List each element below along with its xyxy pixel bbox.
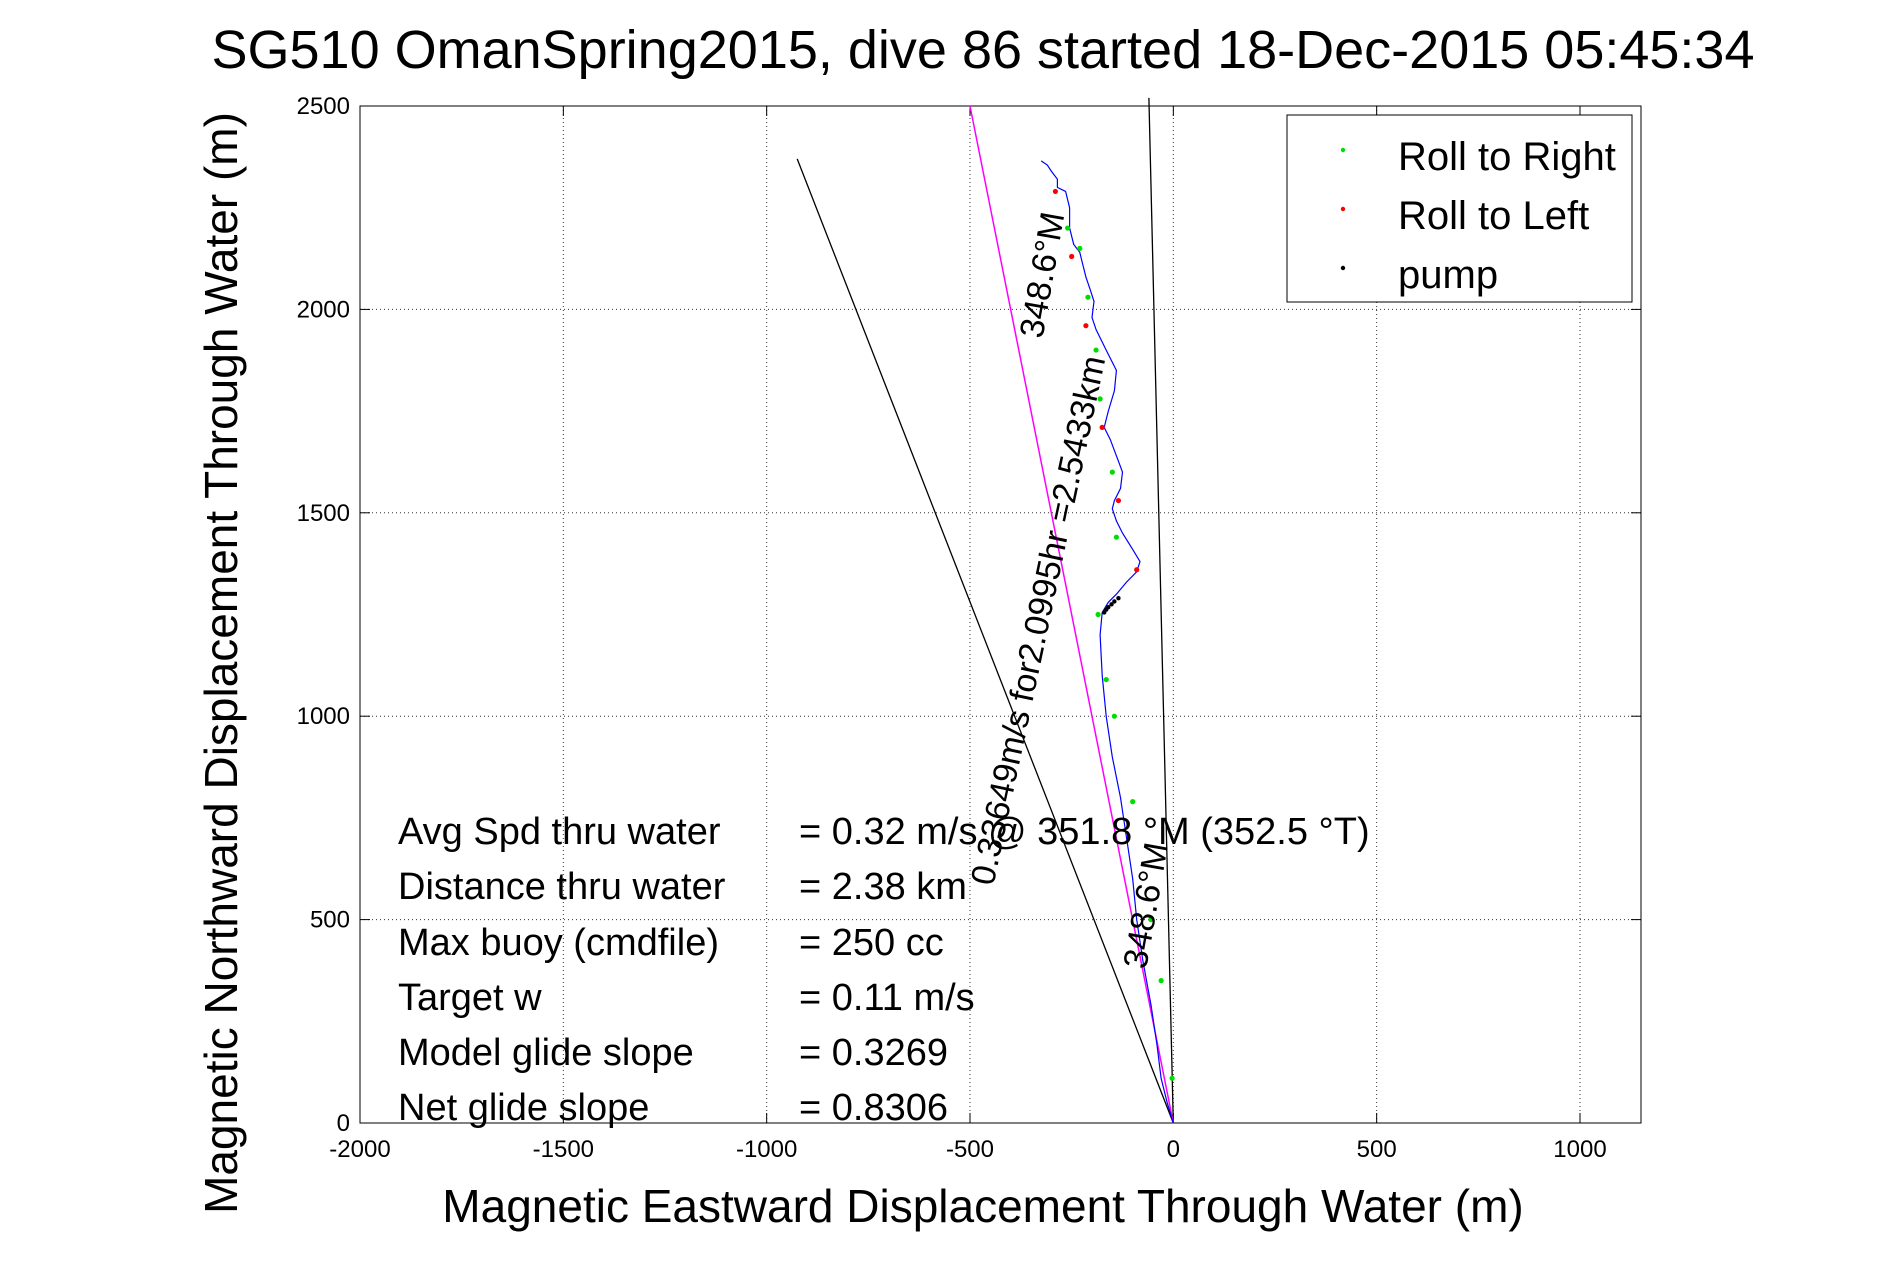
roll-right-point [1113, 534, 1119, 540]
x-tick-label: -500 [946, 1136, 994, 1163]
x-tick-label: 0 [1167, 1136, 1180, 1163]
x-tick-label: -1500 [533, 1136, 594, 1163]
y-tick-label: 500 [310, 907, 350, 934]
roll-left-point [1052, 188, 1058, 195]
x-axis-label: Magnetic Eastward Displacement Through W… [442, 1180, 1523, 1232]
x-tick-label: -1000 [736, 1136, 797, 1163]
x-axis-ticks: -2000 -1500 -1000 -500 0 500 1000 [329, 106, 1607, 1163]
roll-right-point [1095, 611, 1101, 618]
y-tick-label: 1500 [297, 500, 350, 527]
slope-annotation: 348.6°M [1013, 209, 1072, 341]
reference-line [1148, 97, 1174, 1124]
stats-label: Target w [398, 977, 542, 1019]
dive-track-line [1040, 160, 1174, 1124]
roll-right-point [1077, 245, 1083, 251]
reference-line [796, 158, 1174, 1124]
y-tick-label: 1000 [297, 703, 350, 730]
slope-annotation: 0.33649m/s for2.0995hr =2.5433km [964, 352, 1113, 888]
chart-title: SG510 OmanSpring2015, dive 86 started 18… [211, 20, 1754, 80]
roll-right-point [1085, 294, 1091, 300]
stats-value: = 0.32 m/s @ 351.8 °M (352.5 °T) [799, 811, 1370, 853]
roll-right-point [1109, 469, 1115, 475]
roll-left-point [1099, 424, 1105, 430]
legend-marker-pump [1340, 265, 1346, 271]
stats-value: = 250 cc [799, 922, 944, 964]
legend-label-roll-right: Roll to Right [1398, 135, 1616, 179]
pump-point [1116, 596, 1121, 601]
roll-right-point [1158, 978, 1164, 984]
stats-text-block: Avg Spd thru water = 0.32 m/s @ 351.8 °M … [398, 811, 1370, 1129]
y-axis-ticks: 0 500 1000 1500 2000 2500 [297, 93, 1641, 1137]
roll-right-point [1065, 225, 1071, 231]
roll-left-point [1083, 323, 1089, 329]
y-tick-label: 2500 [297, 93, 350, 120]
x-tick-label: 500 [1357, 1136, 1397, 1163]
y-tick-label: 0 [337, 1110, 350, 1137]
y-tick-label: 2000 [297, 296, 350, 323]
heading-line [969, 105, 1175, 1124]
roll-left-point [1069, 253, 1075, 260]
stats-value: = 0.11 m/s [799, 977, 975, 1019]
stats-value: = 2.38 km [799, 866, 967, 908]
stats-label: Distance thru water [398, 866, 726, 908]
roll-left-point [1134, 567, 1140, 573]
legend: Roll to Right Roll to Left pump [1286, 114, 1633, 303]
pump-point [1109, 602, 1114, 607]
stats-label: Net glide slope [398, 1087, 649, 1129]
x-tick-label: -2000 [329, 1136, 390, 1163]
legend-label-pump: pump [1398, 253, 1498, 297]
stats-value: = 0.3269 [799, 1032, 948, 1074]
roll-right-point [1097, 396, 1103, 402]
x-tick-label: 1000 [1553, 1136, 1606, 1163]
stats-label: Max buoy (cmdfile) [398, 922, 719, 964]
pump-point [1112, 599, 1117, 604]
stats-label: Avg Spd thru water [398, 811, 721, 853]
stats-value: = 0.8306 [799, 1087, 948, 1129]
stats-label: Model glide slope [398, 1032, 694, 1074]
roll-right-point [1111, 713, 1117, 719]
roll-left-point [1115, 497, 1122, 504]
roll-right-point [1093, 347, 1099, 353]
plot-area-frame [359, 105, 1642, 1124]
slope-annotation: 348.6°M [1116, 840, 1175, 972]
roll-right-point [1148, 917, 1154, 923]
roll-right-point [1130, 799, 1136, 805]
legend-label-roll-left: Roll to Left [1398, 194, 1589, 238]
legend-marker-roll-right [1340, 147, 1346, 153]
series-layer [796, 97, 1175, 1124]
roll-right-point [1169, 1075, 1175, 1081]
legend-marker-roll-left [1340, 206, 1346, 212]
pump-point [1106, 604, 1111, 610]
roll-right-point [1103, 676, 1109, 683]
y-axis-label: Magnetic Northward Displacement Through … [195, 112, 247, 1214]
